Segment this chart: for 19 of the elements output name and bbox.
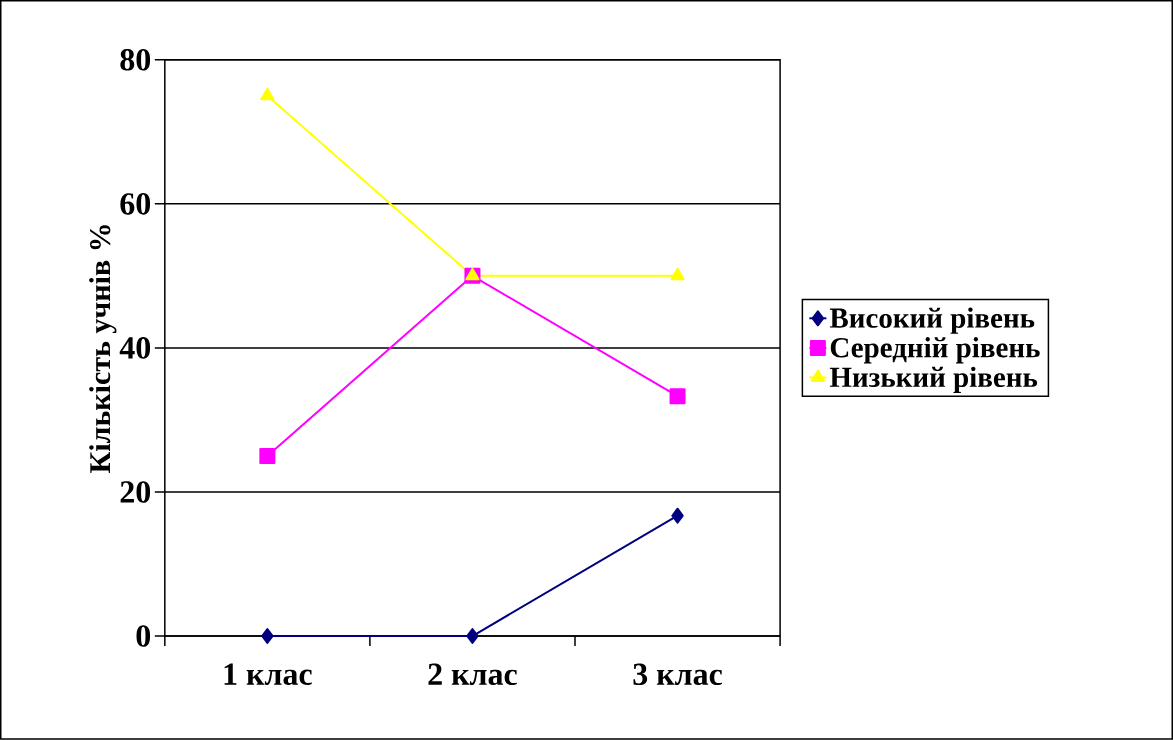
legend-label: Низький рівень bbox=[829, 366, 1038, 394]
y-tick-label: 60 bbox=[120, 193, 151, 215]
x-tick-label: 3 клас bbox=[633, 663, 723, 686]
legend-label: Високий рівень bbox=[829, 307, 1035, 334]
y-tick-label: 40 bbox=[119, 337, 151, 359]
y-tick-label: 0 bbox=[136, 625, 151, 647]
point bbox=[671, 507, 684, 524]
y-tick-label: 20 bbox=[120, 481, 151, 503]
legend-label: Середній рівень bbox=[830, 337, 1040, 364]
point bbox=[670, 267, 685, 281]
point bbox=[466, 628, 479, 645]
y-axis-title: Кількість учнів % bbox=[89, 225, 117, 474]
x-tick-label: 1 клас bbox=[224, 663, 312, 686]
point bbox=[259, 448, 276, 465]
x-tick-label: 2 клас bbox=[428, 663, 517, 686]
point bbox=[261, 628, 274, 645]
point bbox=[260, 87, 275, 101]
point bbox=[669, 388, 686, 405]
y-tick-label: 80 bbox=[120, 49, 151, 71]
